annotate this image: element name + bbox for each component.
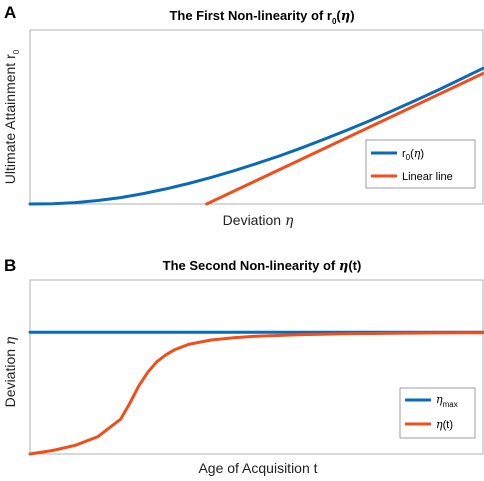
chart-b-series-2-line bbox=[28, 331, 484, 456]
chart-a-legend-box bbox=[365, 139, 476, 189]
chart-a-series bbox=[28, 66, 484, 206]
chart-a-xlabel: Deviation η bbox=[223, 212, 294, 229]
chart-b-series bbox=[28, 330, 484, 456]
chart-b: B The Second Non-linearity of η(t) Age o… bbox=[2, 256, 484, 476]
chart-b-legend-max: ηmax bbox=[436, 393, 458, 409]
chart-b-legend: ηmax η(t) bbox=[399, 387, 476, 439]
chart-b-legend-box bbox=[399, 387, 476, 439]
chart-a-legend-linear: Linear line bbox=[402, 171, 453, 183]
chart-a-legend: r0(η) Linear line bbox=[365, 139, 476, 189]
chart-a-ylabel: Ultimate Attainment r0 bbox=[2, 49, 21, 184]
chart-a: A The First Non-linearity of r0(η) Devia… bbox=[2, 3, 484, 229]
chart-a-series-2-line bbox=[205, 72, 484, 206]
chart-b-plot-frame bbox=[29, 279, 484, 455]
chart-a-series-1-line bbox=[28, 66, 484, 206]
chart-a-plot-frame bbox=[29, 29, 484, 205]
chart-b-xlabel: Age of Acquisition t bbox=[198, 460, 317, 476]
panel-a-letter: A bbox=[4, 3, 16, 22]
chart-b-title: The Second Non-linearity of η(t) bbox=[163, 258, 362, 274]
chart-b-legend-t: η(t) bbox=[436, 418, 453, 431]
chart-a-title: The First Non-linearity of r0(η) bbox=[169, 8, 354, 26]
chart-a-legend-r0: r0(η) bbox=[402, 147, 424, 162]
chart-b-ylabel: Deviation η bbox=[2, 336, 19, 407]
panel-b-letter: B bbox=[4, 256, 16, 275]
